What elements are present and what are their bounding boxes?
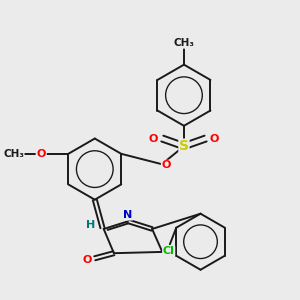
Text: CH₃: CH₃	[3, 149, 24, 159]
Text: H: H	[86, 220, 96, 230]
Text: O: O	[149, 134, 158, 143]
Text: N: N	[123, 210, 133, 220]
Text: O: O	[210, 134, 219, 143]
Text: O: O	[37, 149, 46, 159]
Text: O: O	[82, 255, 92, 265]
Text: S: S	[179, 139, 189, 153]
Text: O: O	[165, 247, 175, 257]
Text: CH₃: CH₃	[173, 38, 194, 48]
Text: O: O	[161, 160, 171, 170]
Text: Cl: Cl	[163, 246, 175, 256]
